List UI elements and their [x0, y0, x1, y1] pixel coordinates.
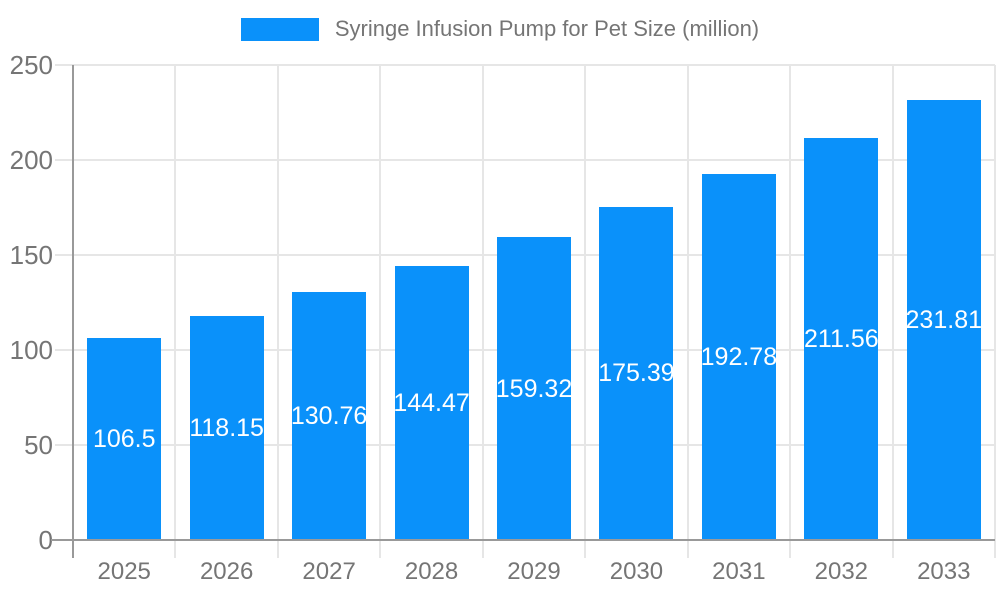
y-tick-label: 250 [9, 50, 53, 80]
y-tick-label: 100 [9, 335, 53, 365]
bar-value-label: 118.15 [189, 413, 264, 442]
bar-value-label: 144.47 [393, 388, 470, 417]
bar-2025 [87, 337, 162, 540]
x-tick-label: 2031 [712, 558, 766, 585]
x-tick-label: 2029 [507, 558, 561, 585]
bar-2028 [394, 265, 469, 540]
gridline-horizontal [55, 64, 995, 66]
x-tick-label: 2026 [199, 558, 254, 585]
x-tick-label: 2028 [404, 558, 459, 585]
gridline-vertical [584, 65, 587, 558]
legend-label: Syringe Infusion Pump for Pet Size (mill… [334, 16, 760, 41]
legend-swatch [240, 17, 319, 41]
x-tick-label: 2033 [917, 558, 971, 585]
gridline-vertical [174, 65, 177, 558]
bar-2027 [292, 291, 367, 540]
gridline-vertical [686, 65, 689, 558]
bar-value-label: 159.32 [495, 374, 573, 403]
y-tick-label: 200 [9, 145, 53, 175]
bar-2030 [599, 206, 674, 540]
y-tick-label: 150 [9, 240, 53, 270]
gridline-vertical [276, 65, 279, 558]
bar-2032 [804, 138, 879, 540]
bar-2029 [497, 237, 571, 540]
gridline-vertical [481, 65, 484, 558]
bar-value-label: 192.78 [700, 342, 778, 371]
y-tick-label: 0 [38, 525, 53, 555]
x-tick-label: 2027 [302, 558, 356, 585]
bar-value-label: 175.39 [598, 359, 675, 388]
x-tick-label: 2025 [97, 558, 151, 585]
bar-value-label: 211.56 [804, 325, 879, 354]
gridline-vertical [789, 65, 792, 558]
x-tick-label: 2032 [814, 558, 869, 585]
x-tick-label: 2030 [609, 558, 664, 585]
bar-2033 [906, 99, 981, 540]
bar-value-label: 231.81 [905, 305, 982, 334]
gridline-vertical [379, 65, 382, 558]
y-axis-line [72, 65, 74, 558]
gridline-vertical [994, 65, 996, 558]
y-tick-label: 50 [24, 430, 53, 460]
bar-value-label: 106.5 [92, 424, 156, 453]
legend-item[interactable]: Syringe Infusion Pump for Pet Size (mill… [0, 16, 1000, 42]
bar-2026 [189, 315, 264, 540]
bar-value-label: 130.76 [290, 401, 368, 430]
gridline-horizontal [55, 159, 995, 161]
bar-2031 [701, 173, 776, 540]
gridline-vertical [891, 65, 894, 558]
x-axis-line [51, 539, 995, 541]
